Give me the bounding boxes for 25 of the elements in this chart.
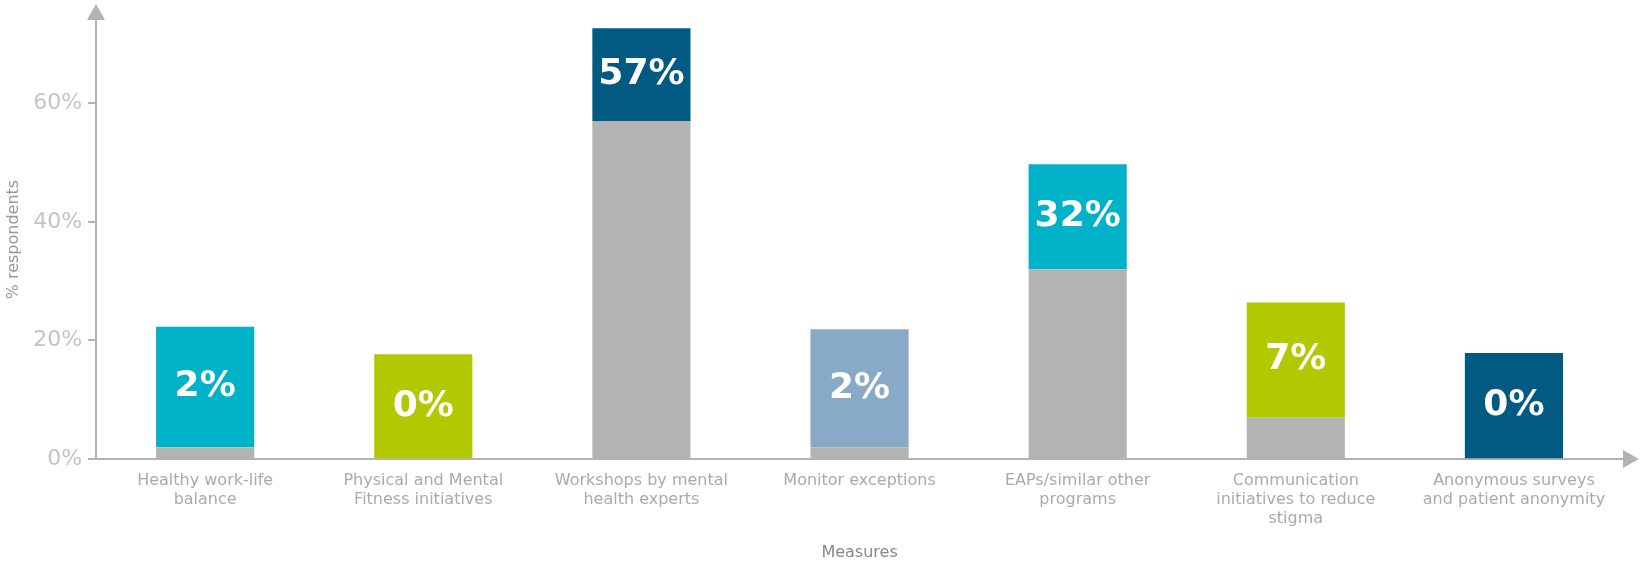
- x-tick-label: Communication initiatives to reduce stigma: [1216, 469, 1376, 528]
- bar: [156, 326, 255, 448]
- data-label: 0%: [392, 382, 454, 424]
- data-label: 7%: [1265, 336, 1327, 378]
- x-tick-label: Anonymous surveys and patient anonymity: [1422, 469, 1606, 509]
- bar: [1464, 352, 1564, 459]
- data-label: 32%: [1034, 193, 1121, 235]
- x-tick-label: Workshops by mental health experts: [554, 469, 729, 509]
- data-label: 2%: [174, 363, 236, 405]
- x-tick-label: Physical and Mental Fitness initiatives: [343, 469, 504, 509]
- data-label: 0%: [1483, 381, 1545, 423]
- y-tick-label: 40%: [33, 207, 83, 233]
- y-tick-label: 60%: [33, 88, 83, 114]
- data-label: 2%: [828, 364, 891, 406]
- bar: [1246, 302, 1345, 418]
- bar: [374, 354, 473, 459]
- y-axis-title: % respondents: [2, 179, 22, 300]
- bar: [810, 329, 909, 448]
- y-tick-label: 20%: [33, 326, 83, 352]
- x-tick-label: EAPs/similar other programs: [1004, 469, 1151, 509]
- x-axis-title: Measures: [821, 541, 898, 561]
- x-tick-label: Healthy work-life balance: [137, 469, 274, 509]
- y-tick-label: 0%: [47, 444, 83, 470]
- data-label: 57%: [598, 50, 685, 92]
- x-tick-label: Monitor exceptions: [783, 469, 936, 489]
